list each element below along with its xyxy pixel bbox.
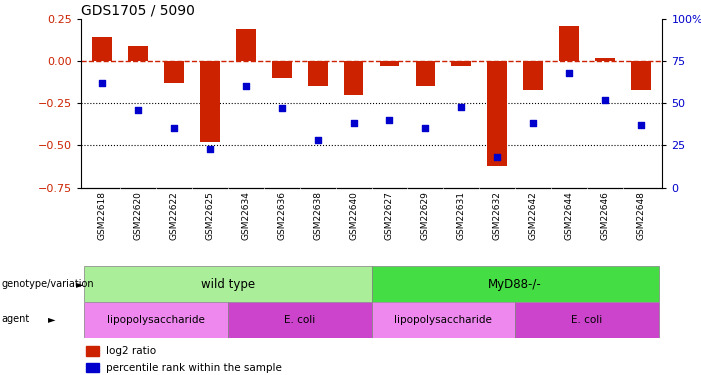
- Point: [240, 83, 252, 89]
- Text: GSM22620: GSM22620: [134, 191, 142, 240]
- Point: [97, 80, 108, 86]
- Bar: [228, 302, 372, 338]
- Bar: [128, 46, 148, 61]
- Bar: [84, 266, 372, 302]
- Text: ►: ►: [76, 279, 83, 289]
- Text: GSM22622: GSM22622: [170, 191, 179, 240]
- Text: GSM22648: GSM22648: [637, 191, 646, 240]
- Text: GDS1705 / 5090: GDS1705 / 5090: [81, 4, 194, 18]
- Text: E. coli: E. coli: [284, 315, 315, 325]
- Bar: [515, 302, 659, 338]
- Text: log2 ratio: log2 ratio: [106, 346, 156, 356]
- Bar: [200, 61, 220, 142]
- Text: GSM22631: GSM22631: [457, 191, 466, 240]
- Point: [168, 125, 179, 132]
- Point: [348, 120, 359, 126]
- Text: GSM22618: GSM22618: [97, 191, 107, 240]
- Point: [132, 107, 144, 113]
- Bar: [86, 346, 100, 356]
- Bar: [86, 363, 100, 372]
- Text: genotype/variation: genotype/variation: [1, 279, 94, 289]
- Point: [204, 146, 215, 152]
- Point: [528, 120, 539, 126]
- Bar: [308, 61, 327, 86]
- Bar: [631, 61, 651, 90]
- Text: agent: agent: [1, 315, 29, 324]
- Point: [384, 117, 395, 123]
- Bar: [343, 61, 363, 95]
- Text: lipopolysaccharide: lipopolysaccharide: [107, 315, 205, 325]
- Text: percentile rank within the sample: percentile rank within the sample: [106, 363, 282, 373]
- Point: [420, 125, 431, 132]
- Text: GSM22644: GSM22644: [564, 191, 573, 240]
- Point: [456, 104, 467, 110]
- Bar: [487, 61, 507, 166]
- Bar: [451, 61, 471, 66]
- Text: E. coli: E. coli: [571, 315, 603, 325]
- Text: GSM22627: GSM22627: [385, 191, 394, 240]
- Point: [312, 137, 323, 143]
- Text: GSM22632: GSM22632: [493, 191, 502, 240]
- Text: GSM22629: GSM22629: [421, 191, 430, 240]
- Text: GSM22640: GSM22640: [349, 191, 358, 240]
- Text: wild type: wild type: [200, 278, 255, 291]
- Text: lipopolysaccharide: lipopolysaccharide: [395, 315, 492, 325]
- Bar: [164, 61, 184, 83]
- Bar: [84, 302, 228, 338]
- Bar: [416, 61, 435, 86]
- Point: [276, 105, 287, 111]
- Text: GSM22638: GSM22638: [313, 191, 322, 240]
- Bar: [93, 38, 112, 61]
- Bar: [236, 29, 256, 61]
- Text: GSM22625: GSM22625: [205, 191, 215, 240]
- Text: MyD88-/-: MyD88-/-: [489, 278, 542, 291]
- Bar: [372, 302, 515, 338]
- Text: GSM22646: GSM22646: [601, 191, 609, 240]
- Point: [635, 122, 646, 128]
- Point: [599, 97, 611, 103]
- Bar: [272, 61, 292, 78]
- Point: [564, 70, 575, 76]
- Text: GSM22636: GSM22636: [277, 191, 286, 240]
- Bar: [372, 266, 659, 302]
- Bar: [595, 58, 615, 61]
- Text: ►: ►: [48, 315, 55, 324]
- Point: [491, 154, 503, 160]
- Bar: [559, 26, 579, 61]
- Text: GSM22634: GSM22634: [241, 191, 250, 240]
- Bar: [523, 61, 543, 90]
- Bar: [380, 61, 400, 66]
- Text: GSM22642: GSM22642: [529, 191, 538, 240]
